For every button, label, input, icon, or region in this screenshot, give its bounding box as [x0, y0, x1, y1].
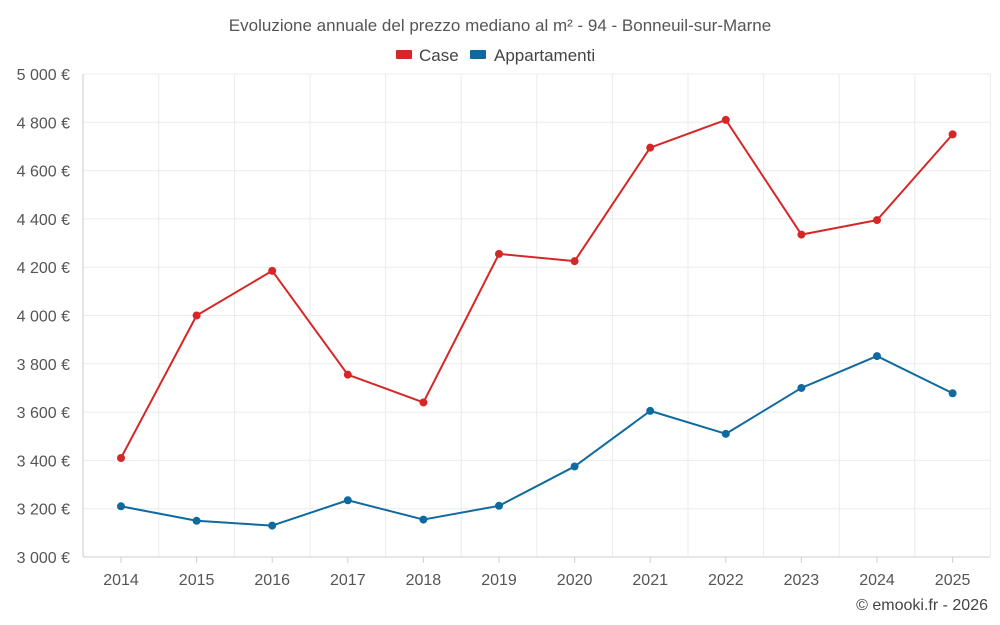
y-tick-label: 4 800 € — [17, 115, 70, 132]
data-point-appartamenti-2021[interactable] — [646, 406, 655, 415]
legend: Case Appartamenti — [396, 46, 595, 65]
data-point-case-2022[interactable] — [721, 115, 730, 124]
legend-label-case: Case — [419, 46, 459, 65]
legend-swatch-appartamenti — [470, 50, 486, 59]
series-case — [117, 115, 957, 462]
x-tick-label: 2022 — [708, 572, 744, 589]
data-point-case-2016[interactable] — [268, 266, 277, 275]
grid — [82, 73, 991, 558]
chart-title: Evoluzione annuale del prezzo mediano al… — [229, 16, 771, 35]
y-tick-label: 4 400 € — [17, 212, 70, 229]
axes: 3 000 € 3 200 € 3 400 € 3 600 € 3 800 € 4 000… — [17, 67, 990, 589]
legend-item-case[interactable]: Case — [396, 46, 459, 65]
y-tick-label: 4 200 € — [17, 260, 70, 277]
data-point-case-2018[interactable] — [419, 398, 428, 407]
data-point-case-2024[interactable] — [873, 216, 881, 225]
x-tick-label: 2017 — [330, 572, 366, 589]
y-tick-label: 3 400 € — [17, 453, 70, 470]
data-point-case-2020[interactable] — [570, 257, 579, 266]
series-line-case — [120, 118, 954, 459]
y-tick-label: 3 600 € — [17, 405, 70, 422]
y-tick-label: 3 200 € — [17, 502, 70, 519]
legend-item-appartamenti[interactable]: Appartamenti — [470, 46, 595, 65]
data-point-case-2015[interactable] — [192, 311, 201, 320]
data-point-appartamenti-2018[interactable] — [419, 515, 428, 524]
data-point-appartamenti-2019[interactable] — [495, 501, 503, 510]
x-tick-label: 2018 — [406, 572, 442, 589]
data-point-appartamenti-2017[interactable] — [343, 496, 352, 505]
data-point-appartamenti-2024[interactable] — [873, 352, 881, 361]
data-point-appartamenti-2025[interactable] — [948, 389, 957, 398]
data-point-appartamenti-2016[interactable] — [268, 521, 277, 530]
x-tick-label: 2023 — [784, 572, 820, 589]
data-point-case-2023[interactable] — [797, 230, 806, 239]
y-tick-label: 3 000 € — [17, 550, 70, 567]
data-point-case-2014[interactable] — [117, 453, 125, 462]
data-point-case-2025[interactable] — [948, 130, 957, 139]
legend-swatch-case — [396, 50, 412, 59]
series — [117, 115, 957, 530]
x-tick-label: 2024 — [859, 572, 895, 589]
data-point-appartamenti-2014[interactable] — [117, 502, 125, 511]
data-point-case-2019[interactable] — [495, 249, 503, 258]
x-tick-label: 2014 — [103, 572, 139, 589]
x-tick-label: 2019 — [481, 572, 517, 589]
series-line-appartamenti — [120, 355, 954, 527]
x-tick-label: 2025 — [935, 572, 971, 589]
y-tick-label: 4 000 € — [17, 309, 70, 326]
y-tick-label: 5 000 € — [17, 67, 70, 84]
data-point-appartamenti-2023[interactable] — [797, 383, 806, 392]
y-tick-label: 4 600 € — [17, 164, 70, 181]
data-point-appartamenti-2015[interactable] — [192, 516, 201, 525]
y-tick-label: 3 800 € — [17, 357, 70, 374]
data-point-case-2021[interactable] — [646, 143, 655, 152]
x-tick-label: 2016 — [254, 572, 290, 589]
credit-text: © emooki.fr - 2026 — [856, 597, 988, 614]
data-point-appartamenti-2022[interactable] — [721, 429, 730, 438]
legend-label-appartamenti: Appartamenti — [494, 46, 595, 65]
x-tick-label: 2020 — [557, 572, 593, 589]
x-tick-label: 2021 — [632, 572, 668, 589]
series-appartamenti — [117, 352, 957, 530]
x-tick-label: 2015 — [179, 572, 215, 589]
data-point-case-2017[interactable] — [343, 370, 352, 379]
data-point-appartamenti-2020[interactable] — [570, 462, 579, 471]
